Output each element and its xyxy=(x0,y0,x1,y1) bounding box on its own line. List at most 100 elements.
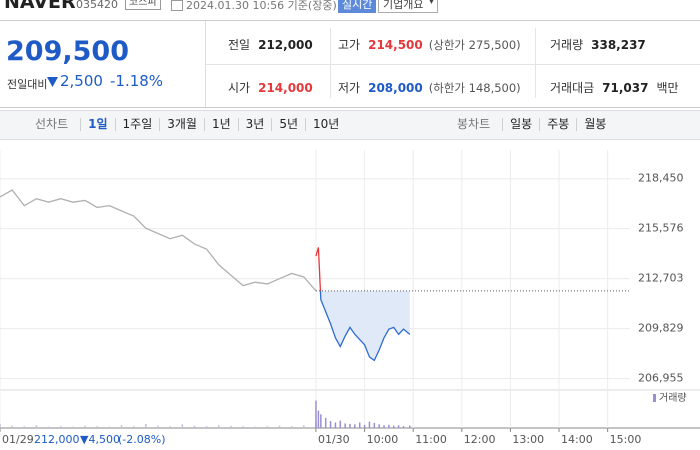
stat: 거래량 338,237 xyxy=(550,36,646,53)
x-tick-label: 01/30 xyxy=(318,433,350,446)
stat-note: (상한가 275,500) xyxy=(428,38,521,52)
change-label: 전일대비 xyxy=(7,78,48,91)
stat: 고가 214,500 (상한가 275,500) xyxy=(338,36,521,53)
volume-bar xyxy=(157,425,159,428)
volume-bar xyxy=(334,422,337,428)
tab-bar: 선차트 1일 1주일 3개월 1년 3년 5년 10년 봉차트 일봉 주봉 월봉 xyxy=(0,110,700,140)
timestamp: 2024.01.30 10:56 기준(장중) xyxy=(186,0,337,12)
price: 209,500 xyxy=(6,36,129,67)
volume-bar xyxy=(35,425,38,428)
stat-unit: 백만 xyxy=(656,81,679,95)
stock-code: 035420 xyxy=(76,0,118,11)
stat: 거래대금 71,037 백만 xyxy=(550,79,679,96)
volume-bar xyxy=(329,421,332,428)
tab[interactable]: 1년 xyxy=(203,118,238,131)
volume-bar xyxy=(23,426,26,428)
volume-bar xyxy=(96,426,98,428)
volume-bar xyxy=(388,424,390,428)
volume-bar xyxy=(358,422,361,428)
volume-bar xyxy=(181,424,184,428)
y-tick-label: 215,576 xyxy=(638,222,684,235)
tab[interactable]: 10년 xyxy=(305,118,346,131)
company-button[interactable]: 기업개요 ▼ xyxy=(378,0,439,13)
volume-bar xyxy=(145,423,147,428)
tab[interactable]: 3년 xyxy=(237,118,272,131)
volume-bar xyxy=(397,425,400,428)
area-fill xyxy=(315,290,410,361)
stat-label: 시가 xyxy=(228,81,251,95)
y-tick-label: 212,703 xyxy=(638,272,684,285)
x-tick-label: 14:00 xyxy=(561,433,593,446)
tab[interactable]: 월봉 xyxy=(576,118,613,131)
divider xyxy=(330,28,331,98)
volume-bar xyxy=(242,426,244,428)
volume-bar xyxy=(317,410,320,428)
calendar-icon xyxy=(171,0,183,11)
volume-bar xyxy=(132,426,135,428)
stat: 전일 212,000 xyxy=(228,36,313,53)
stat: 저가 208,000 (하한가 148,500) xyxy=(338,79,521,96)
volume-bar xyxy=(278,425,281,428)
realtime-button[interactable]: 실시간 xyxy=(338,0,377,13)
stat-label: 고가 xyxy=(338,38,361,52)
tab[interactable]: 1주일 xyxy=(114,118,160,131)
divider xyxy=(206,64,700,65)
change-pct: -1.18% xyxy=(110,72,164,90)
line-tabs: 선차트 1일 1주일 3개월 1년 3년 5년 10년 xyxy=(28,118,346,131)
x-tick-label: 15:00 xyxy=(610,433,642,446)
legend-swatch xyxy=(653,394,656,402)
price-line xyxy=(0,189,317,292)
volume-bar xyxy=(84,425,86,428)
volume-bar xyxy=(108,426,111,428)
market-badge: 코스피 xyxy=(125,0,161,10)
volume-bar xyxy=(60,426,62,428)
volume-bar xyxy=(315,400,317,428)
volume-bar xyxy=(339,420,342,428)
tab[interactable]: 3개월 xyxy=(159,118,204,131)
volume-bar xyxy=(205,426,208,428)
volume-bar xyxy=(230,425,232,428)
stat-label: 거래대금 xyxy=(550,81,595,95)
volume-bar xyxy=(218,425,220,428)
footer-close: 212,000 xyxy=(34,433,80,446)
x-tick-label: 12:00 xyxy=(464,433,496,446)
volume-bar xyxy=(290,426,293,428)
y-tick-label: 206,955 xyxy=(638,372,684,385)
tab[interactable]: 주봉 xyxy=(539,118,576,131)
volume-bar xyxy=(409,425,411,428)
volume-bar xyxy=(320,414,322,428)
tab[interactable]: 1일 xyxy=(80,118,114,131)
volume-bar xyxy=(368,421,371,428)
volume-bar xyxy=(402,426,405,428)
stat-note: (하한가 148,500) xyxy=(428,81,521,95)
volume-bar xyxy=(303,425,305,428)
down-arrow xyxy=(47,77,58,87)
company-button-label: 기업개요 xyxy=(383,0,424,11)
volume-bar xyxy=(193,425,196,428)
stat-value: 338,237 xyxy=(591,38,646,52)
tab[interactable]: 일봉 xyxy=(502,118,539,131)
stat-value: 208,000 xyxy=(368,81,423,95)
volume-bar xyxy=(354,424,356,428)
divider xyxy=(205,21,206,107)
stat-label: 저가 xyxy=(338,81,361,95)
volume-bar xyxy=(344,423,346,428)
stat-value: 214,500 xyxy=(368,38,423,52)
candle-tabs: 봉차트 일봉 주봉 월봉 xyxy=(450,118,613,131)
volume-bar xyxy=(11,425,13,428)
stat-value: 71,037 xyxy=(602,81,649,95)
stat-label: 전일 xyxy=(228,38,251,52)
volume-bar xyxy=(324,417,327,428)
quote-box xyxy=(0,20,700,108)
volume-bar xyxy=(254,426,256,428)
footer-change: ▼4,500 xyxy=(80,433,120,446)
tab[interactable]: 5년 xyxy=(271,118,305,131)
volume-bar xyxy=(349,423,351,428)
divider xyxy=(535,28,536,98)
stat: 시가 214,000 xyxy=(228,79,313,96)
x-tick-label: 10:00 xyxy=(367,433,399,446)
stock-name: NAVER xyxy=(4,0,76,13)
volume-bar xyxy=(47,426,50,428)
